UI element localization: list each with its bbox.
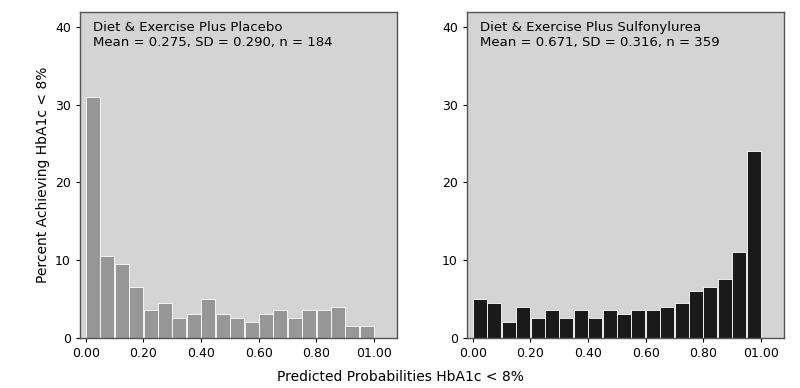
Bar	[245, 322, 258, 338]
Bar	[660, 307, 674, 338]
Text: Predicted Probabilities HbA1c < 8%: Predicted Probabilities HbA1c < 8%	[277, 370, 523, 384]
Bar	[302, 310, 316, 338]
Bar	[732, 252, 746, 338]
Bar	[530, 318, 545, 338]
Bar	[187, 314, 201, 338]
Bar	[545, 310, 559, 338]
Bar	[674, 303, 689, 338]
Bar	[202, 299, 215, 338]
Bar	[617, 314, 631, 338]
Bar	[274, 310, 287, 338]
Bar	[115, 264, 129, 338]
Bar	[86, 97, 100, 338]
Text: Diet & Exercise Plus Sulfonylurea
Mean = 0.671, SD = 0.316, n = 359: Diet & Exercise Plus Sulfonylurea Mean =…	[479, 21, 719, 49]
Bar	[746, 151, 761, 338]
Bar	[516, 307, 530, 338]
Bar	[360, 326, 374, 338]
Bar	[602, 310, 617, 338]
Bar	[173, 318, 186, 338]
Bar	[487, 303, 502, 338]
Text: Diet & Exercise Plus Placebo
Mean = 0.275, SD = 0.290, n = 184: Diet & Exercise Plus Placebo Mean = 0.27…	[93, 21, 332, 49]
Bar	[331, 307, 345, 338]
Bar	[631, 310, 646, 338]
Y-axis label: Percent Achieving HbA1c < 8%: Percent Achieving HbA1c < 8%	[35, 66, 50, 283]
Bar	[559, 318, 574, 338]
Bar	[144, 310, 158, 338]
Bar	[703, 287, 718, 338]
Bar	[574, 310, 588, 338]
Bar	[158, 303, 172, 338]
Bar	[230, 318, 244, 338]
Bar	[317, 310, 330, 338]
Bar	[259, 314, 273, 338]
Bar	[288, 318, 302, 338]
Bar	[588, 318, 602, 338]
Bar	[346, 326, 359, 338]
Bar	[502, 322, 516, 338]
Bar	[689, 291, 703, 338]
Bar	[216, 314, 230, 338]
Bar	[473, 299, 487, 338]
Bar	[100, 256, 114, 338]
Bar	[130, 287, 143, 338]
Bar	[718, 279, 732, 338]
Bar	[646, 310, 660, 338]
